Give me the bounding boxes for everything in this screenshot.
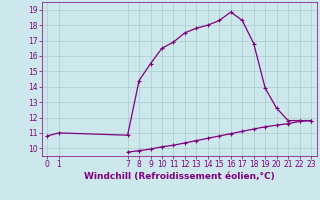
X-axis label: Windchill (Refroidissement éolien,°C): Windchill (Refroidissement éolien,°C)	[84, 172, 275, 181]
